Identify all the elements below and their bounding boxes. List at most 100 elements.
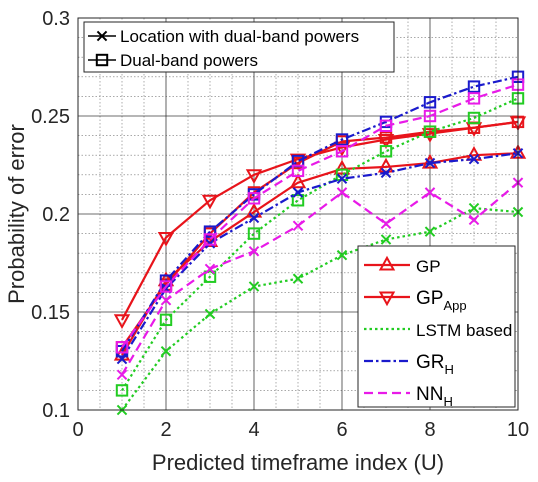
legend-label-base: GR bbox=[416, 352, 445, 373]
data-point bbox=[423, 109, 437, 123]
data-point bbox=[248, 281, 260, 292]
data-point bbox=[423, 96, 437, 109]
legend-method-entry: GP bbox=[364, 255, 441, 276]
data-point bbox=[248, 245, 260, 257]
data-point bbox=[424, 187, 436, 198]
series-layer bbox=[113, 70, 527, 416]
data-point bbox=[113, 314, 131, 330]
legend-methods-box bbox=[357, 245, 516, 408]
legend-label-base: LSTM based bbox=[416, 321, 512, 340]
series-lstm-based-location bbox=[116, 202, 524, 416]
data-point bbox=[421, 128, 439, 143]
data-point bbox=[204, 308, 216, 320]
series-line bbox=[121, 120, 519, 321]
legend-label-base: NN bbox=[416, 384, 443, 405]
plot-border bbox=[77, 17, 519, 411]
data-point bbox=[160, 345, 172, 357]
data-point bbox=[201, 194, 219, 210]
y-tick-label: 0.25 bbox=[31, 106, 70, 128]
legend-marker bbox=[95, 53, 109, 67]
data-point bbox=[333, 141, 351, 157]
legend-marker bbox=[378, 291, 396, 307]
data-point bbox=[245, 169, 263, 185]
legend-feature: Location with dual-band powers Dual-band … bbox=[83, 21, 395, 73]
data-point bbox=[203, 225, 217, 238]
data-point bbox=[247, 192, 261, 205]
data-point bbox=[424, 157, 436, 169]
data-point bbox=[336, 173, 348, 184]
series-line bbox=[121, 181, 519, 376]
data-point bbox=[204, 263, 216, 275]
legend-label: GP bbox=[416, 257, 441, 276]
data-point bbox=[291, 164, 305, 178]
data-point bbox=[247, 227, 261, 240]
y-tick-label: 0.3 bbox=[42, 8, 70, 30]
legend-feature-entry: Location with dual-band powers bbox=[88, 27, 359, 46]
data-point bbox=[467, 92, 481, 105]
data-point bbox=[292, 187, 304, 198]
series-line bbox=[121, 75, 519, 352]
data-point bbox=[423, 125, 437, 138]
x-tick-label: 2 bbox=[160, 419, 171, 441]
x-tick-labels: 0 2 4 6 8 10 bbox=[72, 419, 529, 441]
y-tick-label: 0.1 bbox=[42, 400, 70, 422]
series-line bbox=[121, 152, 519, 356]
legend-label-base: GP bbox=[416, 288, 443, 309]
data-point bbox=[291, 194, 305, 207]
legend-label-subscript: H bbox=[445, 362, 454, 377]
data-point bbox=[380, 234, 392, 245]
legend-label: Location with dual-band powers bbox=[120, 27, 359, 46]
legend-label: GPApp bbox=[416, 288, 467, 313]
series-nn-h-location bbox=[116, 177, 524, 380]
data-point bbox=[467, 80, 481, 93]
legend-label-subscript: H bbox=[443, 394, 452, 409]
data-point bbox=[377, 133, 395, 149]
data-point bbox=[248, 212, 260, 224]
data-point bbox=[468, 214, 480, 226]
x-axis-label: Predicted timeframe index (U) bbox=[152, 450, 444, 475]
data-point bbox=[292, 220, 304, 232]
data-point bbox=[336, 187, 348, 198]
legend-label: NNH bbox=[416, 384, 453, 409]
data-point bbox=[159, 280, 173, 293]
data-point bbox=[115, 341, 129, 354]
data-point bbox=[468, 202, 480, 214]
legend-method-entry: GRH bbox=[364, 352, 454, 377]
data-point bbox=[379, 119, 393, 132]
data-point bbox=[335, 133, 349, 146]
data-point bbox=[116, 369, 128, 380]
legend-label-subscript: App bbox=[443, 298, 466, 313]
x-tick-label: 10 bbox=[507, 419, 529, 441]
data-point bbox=[468, 153, 480, 165]
data-point bbox=[115, 384, 129, 397]
data-point bbox=[204, 238, 216, 249]
legend-method-entry: LSTM based bbox=[364, 321, 512, 340]
x-tick-label: 4 bbox=[248, 419, 259, 441]
x-tick-label: 6 bbox=[336, 419, 347, 441]
legend-feature-entry: Dual-band powers bbox=[88, 51, 258, 70]
data-point bbox=[379, 145, 393, 158]
data-point bbox=[203, 270, 217, 283]
y-tick-labels: 0.1 0.15 0.2 0.25 0.3 bbox=[31, 8, 70, 422]
x-tick-label: 0 bbox=[72, 419, 83, 441]
data-point bbox=[159, 313, 173, 327]
y-tick-label: 0.15 bbox=[31, 302, 70, 324]
legend-feature-box bbox=[83, 21, 395, 73]
data-point bbox=[335, 145, 349, 158]
series-line bbox=[121, 152, 519, 360]
legend-label-base: GP bbox=[416, 257, 441, 276]
data-point bbox=[160, 294, 172, 306]
series-line bbox=[121, 97, 519, 391]
data-point bbox=[333, 159, 351, 175]
legend-label: LSTM based bbox=[416, 321, 512, 340]
y-tick-label: 0.2 bbox=[42, 204, 70, 226]
legend-method-entry: NNH bbox=[364, 384, 453, 409]
data-point bbox=[203, 233, 217, 246]
data-point bbox=[380, 218, 392, 230]
legend-label: Dual-band powers bbox=[120, 51, 258, 70]
data-point bbox=[424, 226, 436, 237]
data-point bbox=[336, 249, 348, 261]
x-tick-label: 8 bbox=[424, 419, 435, 441]
